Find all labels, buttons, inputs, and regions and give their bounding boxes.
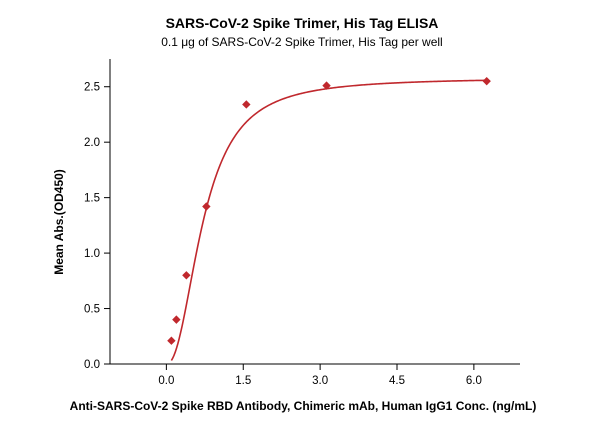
y-axis-label: Mean Abs.(OD450)	[52, 169, 66, 275]
y-tick-label: 0.0	[84, 359, 100, 371]
x-tick-label: 3.0	[312, 375, 328, 387]
y-tick-label: 0.5	[84, 304, 100, 316]
x-tick-label: 0.0	[158, 375, 174, 387]
y-tick-label: 2.5	[84, 82, 100, 94]
data-point	[482, 76, 491, 86]
x-tick-label: 4.5	[389, 375, 405, 387]
y-tick-label: 2.0	[84, 137, 100, 149]
x-tick-label: 1.5	[235, 375, 251, 387]
data-point	[202, 202, 211, 211]
data-point	[182, 271, 191, 280]
data-point	[322, 81, 331, 90]
chart-subtitle: 0.1 μg of SARS-CoV-2 Spike Trimer, His T…	[161, 35, 442, 49]
data-point	[167, 336, 176, 345]
x-axis-label: Anti-SARS-CoV-2 Spike RBD Antibody, Chim…	[70, 399, 537, 413]
data-point	[172, 315, 181, 324]
fit-curve	[170, 79, 487, 361]
chart-title: SARS-CoV-2 Spike Trimer, His Tag ELISA	[166, 15, 439, 31]
x-tick-label: 6.0	[466, 375, 482, 387]
y-tick-label: 1.5	[84, 193, 100, 205]
data-point	[242, 100, 251, 109]
plot-area: 0.0 0.5 1.0 1.5 2.0 2.5 0.0 1.5 3.0 4.5 6.0	[84, 59, 520, 387]
y-tick-label: 1.0	[84, 248, 100, 260]
